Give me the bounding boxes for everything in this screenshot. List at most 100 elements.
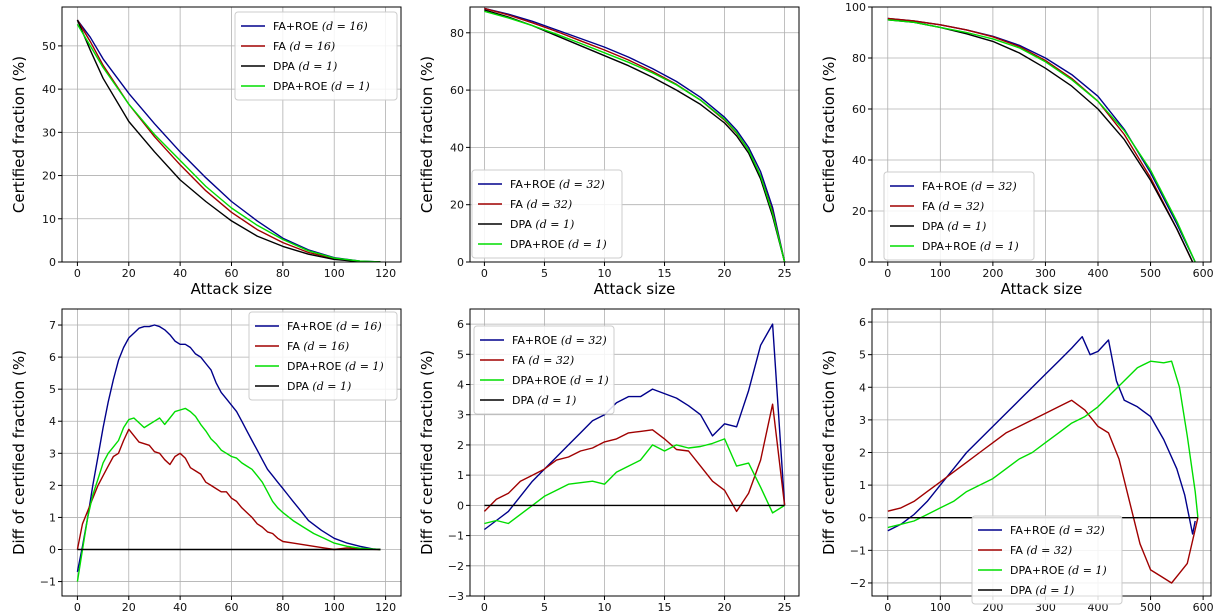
y-tick-label: 60 [852, 103, 866, 116]
legend-series-name: DPA [510, 218, 535, 231]
y-tick-label: 5 [457, 348, 464, 361]
legend-box [248, 311, 398, 401]
x-tick-label: 0 [481, 267, 488, 280]
legend-label: DPA+ROE (d = 1) [1010, 564, 1107, 577]
y-axis-label: Certified fraction (%) [10, 56, 28, 213]
series-line-2 [887, 17, 1194, 262]
y-axis-label: Diff of certified fraction (%) [418, 350, 436, 555]
x-tick-label: 100 [324, 601, 345, 613]
legend-label: DPA (d = 1) [1010, 584, 1074, 597]
y-tick-label: 0 [49, 256, 56, 269]
y-tick-label: 1 [49, 511, 56, 524]
legend-box [471, 169, 623, 259]
y-axis-label: Diff of certified fraction (%) [820, 350, 838, 555]
legend-series-param: (d = 32) [528, 354, 574, 367]
y-tick-label: 40 [450, 141, 464, 154]
series-line-2 [483, 403, 786, 513]
legend-label: FA (d = 16) [273, 40, 335, 53]
legend-series-name: DPA [922, 220, 947, 233]
series-line-1 [483, 323, 786, 531]
y-tick-label: 40 [852, 154, 866, 167]
x-tick-label: 20 [718, 267, 732, 280]
series-line-3 [76, 407, 381, 582]
series-group [887, 17, 1196, 262]
legend-series-param: (d = 32) [559, 178, 605, 191]
legend-series-param: (d = 16) [322, 20, 368, 33]
x-tick-label: 0 [74, 267, 81, 280]
subplot-3: 0 100 200 300 400 500 600 0 20 40 60 80 100 Attack si… [820, 1, 1214, 298]
legend-label: FA+ROE (d = 16) [287, 320, 382, 333]
legend-series-name: DPA+ROE [1010, 564, 1068, 577]
legend-series-param: (d = 1) [331, 80, 370, 93]
series-line-1 [76, 324, 381, 573]
legend-series-param: (d = 16) [303, 340, 349, 353]
legend-label: DPA+ROE (d = 1) [273, 80, 370, 93]
plot-frame [469, 6, 800, 263]
x-tick-label: 60 [225, 601, 239, 613]
legend-series-name: FA [922, 200, 938, 213]
y-tick-label: 3 [859, 414, 866, 427]
y-axis-label: Certified fraction (%) [820, 56, 838, 213]
series-line-4 [76, 23, 381, 262]
x-tick-label: 5 [541, 267, 548, 280]
legend: FA+ROE (d = 32)FA (d = 32)DPA+ROE (d = 1… [473, 325, 615, 415]
legend-series-name: FA [512, 354, 528, 367]
x-tick-label: 10 [597, 267, 611, 280]
y-tick-label: 50 [42, 40, 56, 53]
legend-box [883, 171, 1035, 261]
legend-series-param: (d = 1) [312, 380, 351, 393]
legend-label: DPA (d = 1) [510, 218, 574, 231]
series-line-3 [484, 438, 785, 525]
legend-series-param: (d = 1) [568, 238, 607, 251]
x-tick-label: 0 [481, 601, 488, 613]
y-tick-label: 80 [450, 27, 464, 40]
legend-series-name: DPA+ROE [922, 240, 980, 253]
y-tick-label: 60 [450, 84, 464, 97]
series-line-4 [887, 19, 1196, 262]
y-tick-label: −2 [850, 577, 866, 590]
legend-series-name: DPA [1010, 584, 1035, 597]
legend-label: DPA+ROE (d = 1) [510, 238, 607, 251]
series-group [76, 19, 381, 262]
legend-label: FA (d = 32) [512, 354, 574, 367]
y-tick-label: 6 [859, 316, 866, 329]
x-axis-label: Attack size [1001, 280, 1083, 298]
series-line-1 [887, 336, 1196, 535]
y-tick-label: 2 [859, 447, 866, 460]
x-tick-label: 25 [778, 267, 792, 280]
y-tick-label: 4 [859, 381, 866, 394]
x-tick-label: 400 [1088, 267, 1109, 280]
y-tick-label: 3 [457, 409, 464, 422]
series-line-3 [76, 19, 381, 262]
legend-label: FA+ROE (d = 32) [512, 334, 607, 347]
y-tick-label: −3 [448, 590, 464, 603]
y-axis-label: Diff of certified fraction (%) [10, 350, 28, 555]
subplot-2: 0 5 10 15 20 25 0 20 40 60 80 Attack size Certified … [418, 6, 800, 298]
y-tick-label: 40 [42, 83, 56, 96]
y-axis-label: Certified fraction (%) [418, 56, 436, 213]
legend-series-name: FA+ROE [1010, 524, 1059, 537]
x-tick-label: 80 [276, 267, 290, 280]
legend-label: DPA+ROE (d = 1) [922, 240, 1019, 253]
legend: FA+ROE (d = 32)FA (d = 32)DPA (d = 1)DPA… [471, 169, 623, 259]
legend-label: FA (d = 32) [1010, 544, 1072, 557]
plot-frame [871, 6, 1212, 263]
y-tick-label: 2 [457, 439, 464, 452]
legend-label: DPA (d = 1) [287, 380, 351, 393]
x-tick-label: 0 [74, 601, 81, 613]
legend-series-name: FA [1010, 544, 1026, 557]
series-line-1 [484, 7, 786, 262]
x-tick-label: 40 [173, 267, 187, 280]
x-tick-label: 20 [122, 267, 136, 280]
legend-series-name: FA+ROE [512, 334, 561, 347]
y-tick-label: 0 [859, 256, 866, 269]
series-line-4 [484, 10, 786, 262]
series-group [483, 323, 786, 531]
legend: FA+ROE (d = 32) FA (d = 32) DPA+ROE (d = 1… [971, 515, 1123, 605]
legend-label: FA+ROE (d = 32) [1010, 524, 1105, 537]
x-tick-label: 500 [1140, 601, 1161, 613]
x-axis-label: Attack size [191, 280, 273, 298]
